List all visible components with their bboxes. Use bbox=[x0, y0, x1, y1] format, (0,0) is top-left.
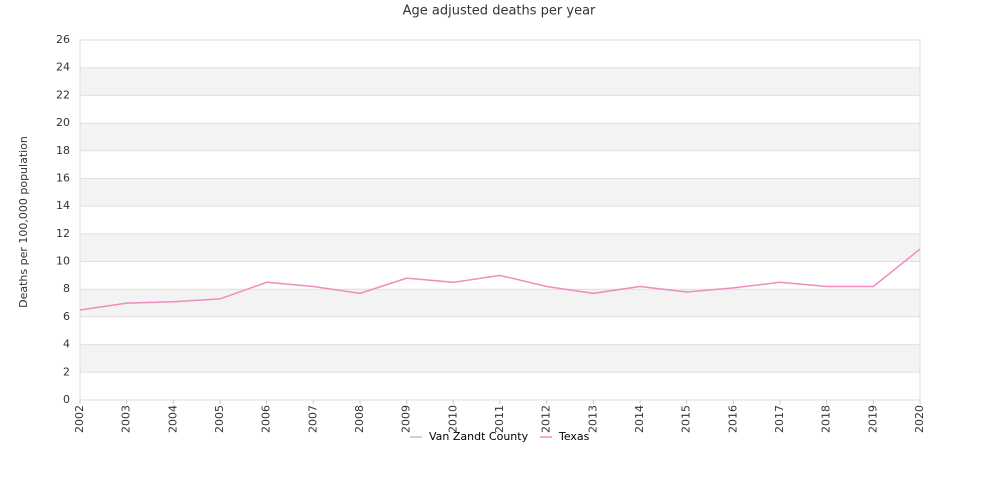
x-tick-label: 2016 bbox=[726, 405, 739, 433]
legend-label: Van Zandt County bbox=[429, 430, 529, 443]
y-tick-label: 4 bbox=[63, 338, 70, 351]
x-tick-label: 2002 bbox=[73, 405, 86, 433]
y-tick-label: 0 bbox=[63, 393, 70, 406]
legend-label: Texas bbox=[558, 430, 590, 443]
x-tick-label: 2018 bbox=[820, 405, 833, 433]
grid-band bbox=[80, 344, 920, 373]
x-tick-label: 2011 bbox=[493, 405, 506, 433]
x-tick-label: 2007 bbox=[306, 405, 319, 433]
grid-band bbox=[80, 67, 920, 96]
x-tick-label: 2008 bbox=[353, 405, 366, 433]
grid-band bbox=[80, 123, 920, 151]
y-tick-label: 22 bbox=[56, 88, 70, 101]
series-line bbox=[79, 248, 921, 311]
x-tick-label: 2006 bbox=[260, 405, 273, 433]
x-tick-label: 2014 bbox=[633, 405, 646, 433]
y-tick-label: 20 bbox=[56, 116, 70, 129]
y-tick-label: 24 bbox=[56, 61, 70, 74]
y-tick-label: 12 bbox=[56, 227, 70, 240]
x-tick-label: 2003 bbox=[120, 405, 133, 433]
x-tick-label: 2004 bbox=[166, 405, 179, 433]
grid-band bbox=[80, 233, 920, 262]
y-tick-label: 10 bbox=[56, 255, 70, 268]
grid-band bbox=[80, 178, 920, 207]
x-tick-label: 2013 bbox=[586, 405, 599, 433]
y-tick-label: 14 bbox=[56, 199, 70, 212]
chart-title: Age adjusted deaths per year bbox=[403, 4, 596, 19]
grid-band bbox=[80, 289, 920, 317]
y-tick-label: 26 bbox=[56, 33, 70, 46]
x-tick-label: 2005 bbox=[213, 405, 226, 433]
y-tick-label: 18 bbox=[56, 144, 70, 157]
x-tick-label: 2015 bbox=[680, 405, 693, 433]
y-tick-label: 6 bbox=[63, 310, 70, 323]
x-tick-label: 2019 bbox=[866, 405, 879, 433]
x-tick-label: 2012 bbox=[540, 405, 553, 433]
x-tick-label: 2009 bbox=[400, 405, 413, 433]
x-tick-label: 2017 bbox=[773, 405, 786, 433]
y-axis-label: Deaths per 100,000 population bbox=[17, 136, 30, 308]
x-tick-label: 2020 bbox=[913, 405, 926, 433]
y-tick-label: 2 bbox=[63, 365, 70, 378]
y-tick-label: 8 bbox=[63, 282, 70, 295]
y-tick-label: 16 bbox=[56, 171, 70, 184]
x-tick-label: 2010 bbox=[446, 405, 459, 433]
